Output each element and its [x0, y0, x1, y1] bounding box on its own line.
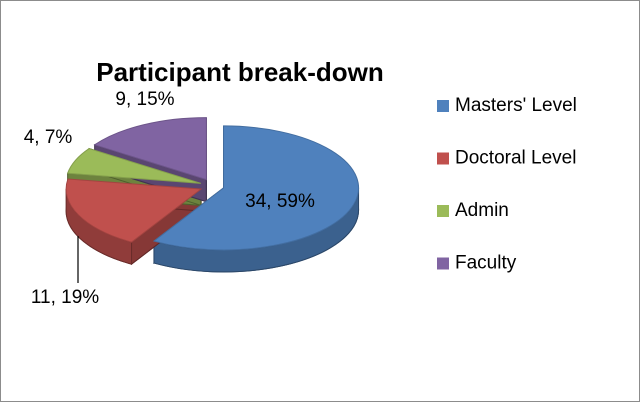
legend-label: Doctoral Level	[455, 148, 576, 169]
legend-swatch	[437, 152, 449, 165]
labels: 34, 59% 11, 19% 4, 7% 9, 15% Masters' Level D…	[24, 89, 577, 308]
slice	[66, 147, 202, 184]
data-label: 9, 15%	[115, 89, 174, 110]
data-label: 34, 59%	[245, 191, 315, 212]
slice	[65, 178, 203, 243]
legend-label: Faculty	[455, 253, 517, 274]
pie-tops	[65, 117, 360, 251]
legend-swatch	[437, 257, 449, 270]
chart-title: Participant break-down	[96, 57, 384, 87]
legend-label: Masters' Level	[455, 95, 577, 116]
slice	[93, 117, 207, 181]
data-label: 4, 7%	[24, 127, 73, 148]
data-label: 11, 19%	[31, 287, 99, 308]
legend-swatch	[437, 205, 449, 217]
legend-swatch	[437, 100, 449, 112]
slice	[152, 125, 360, 251]
legend-label: Admin	[455, 200, 509, 221]
